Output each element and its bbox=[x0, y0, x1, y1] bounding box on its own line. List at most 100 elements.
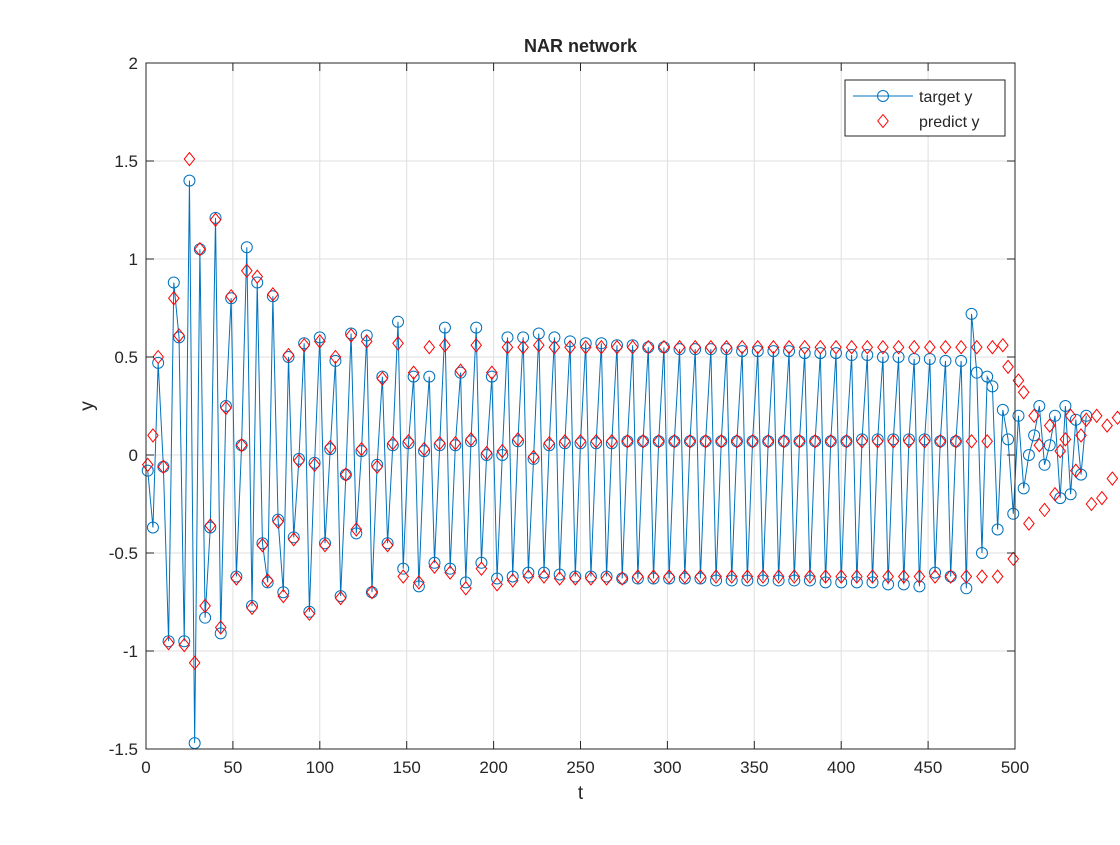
data-point bbox=[1075, 468, 1088, 481]
data-point bbox=[788, 569, 801, 584]
data-point bbox=[600, 571, 613, 586]
data-point bbox=[220, 400, 232, 416]
data-point bbox=[141, 464, 154, 477]
data-point bbox=[652, 433, 665, 449]
data-point bbox=[772, 569, 785, 584]
data-point bbox=[506, 570, 519, 583]
data-point bbox=[1059, 400, 1072, 412]
data-point bbox=[480, 449, 493, 461]
data-point bbox=[809, 433, 821, 449]
data-point bbox=[251, 269, 264, 284]
data-point bbox=[1012, 409, 1025, 422]
data-point bbox=[704, 343, 717, 356]
data-point bbox=[699, 433, 712, 449]
data-point bbox=[407, 370, 420, 383]
data-point bbox=[272, 514, 284, 529]
series-1 bbox=[141, 151, 1120, 671]
data-point bbox=[397, 562, 410, 575]
data-point bbox=[235, 437, 248, 453]
data-point bbox=[167, 290, 180, 306]
data-point bbox=[319, 537, 331, 553]
data-point bbox=[741, 574, 754, 587]
data-point bbox=[913, 569, 926, 584]
data-point bbox=[486, 365, 498, 380]
data-point bbox=[230, 571, 243, 586]
data-point bbox=[230, 570, 243, 583]
data-point bbox=[736, 339, 748, 355]
data-point bbox=[407, 365, 420, 380]
data-point bbox=[376, 370, 389, 383]
data-point bbox=[522, 566, 535, 579]
data-point bbox=[579, 339, 592, 355]
data-point bbox=[209, 212, 222, 228]
data-point bbox=[334, 590, 347, 606]
data-point bbox=[413, 575, 425, 590]
data-point bbox=[621, 433, 634, 449]
data-point bbox=[501, 339, 514, 355]
data-point bbox=[1090, 408, 1103, 424]
data-point bbox=[1033, 437, 1046, 453]
data-point bbox=[788, 574, 801, 587]
data-point bbox=[292, 452, 305, 465]
data-point bbox=[866, 576, 879, 589]
y-tick-label: -1 bbox=[123, 642, 138, 661]
data-point bbox=[517, 339, 529, 355]
data-point bbox=[256, 537, 269, 553]
data-point bbox=[856, 433, 868, 449]
data-point bbox=[835, 576, 848, 589]
data-point bbox=[564, 335, 577, 348]
x-tick-label: 250 bbox=[566, 758, 594, 777]
data-point bbox=[658, 339, 670, 355]
data-point bbox=[574, 437, 587, 450]
data-point bbox=[861, 339, 874, 355]
data-point bbox=[491, 572, 504, 585]
data-point bbox=[819, 576, 832, 589]
y-tick-label: -0.5 bbox=[109, 544, 138, 563]
data-point bbox=[705, 339, 717, 355]
data-point bbox=[423, 339, 436, 355]
data-point bbox=[1017, 384, 1030, 400]
data-point bbox=[678, 572, 691, 585]
data-point bbox=[423, 370, 436, 383]
data-point bbox=[485, 370, 498, 383]
data-point bbox=[595, 339, 608, 355]
data-point bbox=[882, 578, 895, 591]
data-point bbox=[371, 458, 384, 471]
data-point bbox=[861, 349, 874, 362]
data-point bbox=[736, 345, 749, 358]
legend-marker-swatch bbox=[877, 113, 889, 129]
data-point bbox=[1049, 486, 1061, 502]
data-point bbox=[256, 537, 269, 550]
data-point bbox=[146, 521, 159, 534]
data-point bbox=[459, 576, 472, 589]
data-point bbox=[929, 569, 941, 584]
data-point bbox=[845, 339, 858, 355]
data-point bbox=[454, 363, 467, 379]
data-point bbox=[1101, 418, 1113, 433]
data-point bbox=[355, 441, 368, 457]
data-point bbox=[266, 290, 279, 303]
data-point bbox=[803, 574, 816, 587]
data-point bbox=[569, 570, 582, 583]
data-point bbox=[397, 569, 410, 584]
legend-entries: target y predict y bbox=[853, 89, 979, 131]
data-point bbox=[871, 433, 884, 446]
data-point bbox=[955, 339, 967, 355]
data-point bbox=[725, 574, 738, 587]
data-point bbox=[183, 151, 196, 167]
data-point bbox=[996, 403, 1009, 416]
y-tick-label: 1 bbox=[129, 250, 138, 269]
legend-entry: predict y bbox=[877, 113, 979, 131]
data-point bbox=[538, 569, 550, 584]
data-point bbox=[225, 292, 238, 305]
data-point bbox=[642, 339, 655, 355]
data-point bbox=[840, 433, 853, 449]
data-point bbox=[559, 433, 571, 449]
data-point bbox=[141, 457, 154, 473]
data-point bbox=[798, 339, 811, 355]
data-point bbox=[778, 433, 790, 449]
data-point bbox=[470, 337, 483, 353]
data-point bbox=[324, 439, 337, 455]
data-point bbox=[246, 600, 258, 616]
data-point bbox=[527, 452, 540, 465]
